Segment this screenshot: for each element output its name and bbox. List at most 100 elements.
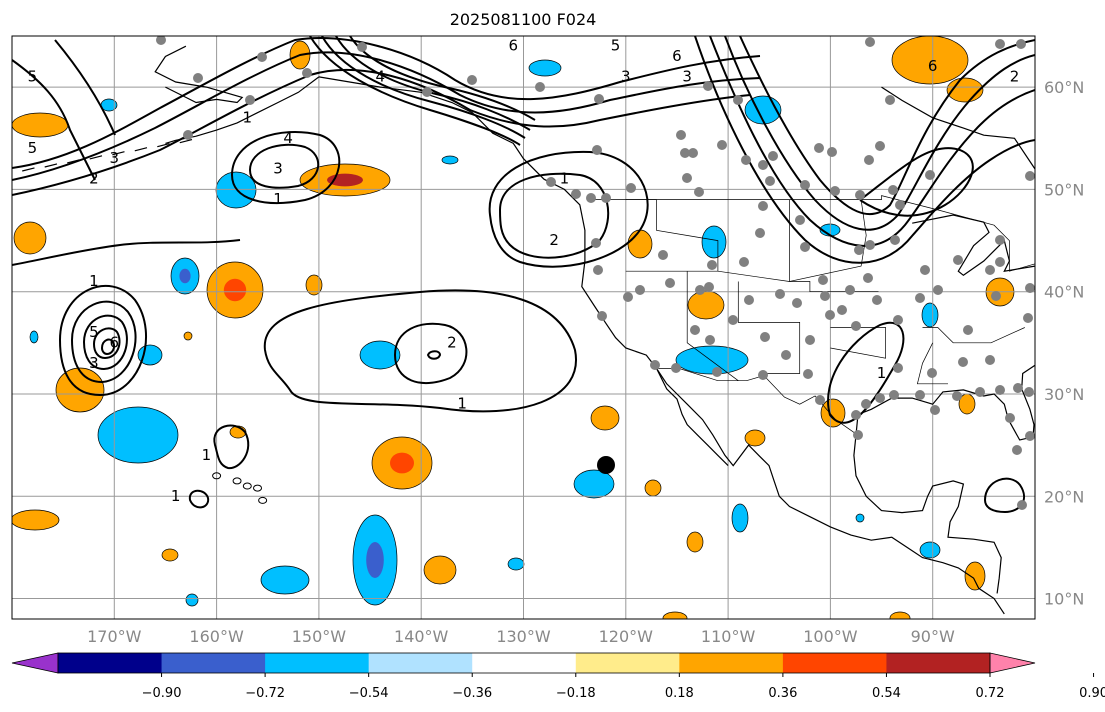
anomaly-patch <box>29 330 39 344</box>
coastline <box>853 434 1002 594</box>
station-dot <box>854 245 864 255</box>
station-dot <box>744 295 754 305</box>
station-dot <box>694 187 704 197</box>
station-dot <box>626 183 636 193</box>
contour-label: 4 <box>283 129 293 147</box>
anomaly-patch <box>687 290 725 320</box>
island-outline <box>157 143 170 148</box>
contour-label: 6 <box>110 333 120 351</box>
station-dot <box>927 368 937 378</box>
contour-line <box>230 131 341 204</box>
contour-label: 6 <box>672 47 682 65</box>
station-dot <box>733 95 743 105</box>
island-outline <box>89 155 103 160</box>
station-dot <box>1025 171 1035 181</box>
contour-label: 1 <box>89 272 99 290</box>
station-dot <box>845 285 855 295</box>
longitude-tick-labels: 170°W 160°W 150°W 140°W 130°W 120°W 110°W 100°W… <box>87 627 955 646</box>
station-dot <box>872 295 882 305</box>
station-dot <box>658 250 668 260</box>
island-outline <box>258 496 268 504</box>
anomaly-shading <box>12 36 1015 619</box>
station-dot <box>995 235 1005 245</box>
station-dot <box>712 367 722 377</box>
colorbar-tick-label: −0.36 <box>452 686 492 701</box>
station-dot <box>995 257 1005 267</box>
longitude-label: 170°W <box>87 627 142 646</box>
station-dot <box>818 275 828 285</box>
colorbar-frame <box>57 652 991 674</box>
colorbar-tick-label: −0.72 <box>245 686 285 701</box>
anomaly-patch-core <box>366 542 384 578</box>
contour-line <box>92 327 121 360</box>
station-dot <box>953 255 963 265</box>
contour-label: 5 <box>28 139 38 157</box>
anomaly-patch <box>701 225 727 259</box>
contour-label: 6 <box>928 57 938 75</box>
political-border <box>737 281 801 374</box>
station-points <box>156 36 1035 510</box>
contour-line <box>213 424 250 470</box>
contour-line <box>70 300 137 384</box>
coastline <box>318 76 1005 615</box>
anomaly-patch <box>12 112 69 138</box>
colorbar-min-arrow <box>11 652 59 674</box>
anomaly-patch <box>260 565 310 595</box>
station-dot <box>985 265 995 275</box>
station-dot <box>775 289 785 299</box>
station-dot <box>571 189 581 199</box>
anomaly-patch <box>964 561 986 591</box>
station-dot <box>893 315 903 325</box>
political-border <box>789 199 867 282</box>
station-dot <box>682 173 692 183</box>
station-dot <box>703 81 713 91</box>
station-dot <box>1024 387 1034 397</box>
station-dot <box>1023 313 1033 323</box>
station-dot <box>975 387 985 397</box>
political-border <box>922 327 1025 344</box>
station-dot <box>853 430 863 440</box>
station-dot <box>665 278 675 288</box>
island-outline <box>134 147 148 152</box>
contour-label: 3 <box>110 149 120 167</box>
contour-line <box>309 36 521 146</box>
station-dot <box>837 305 847 315</box>
station-dot <box>156 36 166 45</box>
station-dot <box>864 155 874 165</box>
contour-label: 1 <box>560 170 570 188</box>
anomaly-patch <box>528 59 562 77</box>
station-dot <box>650 360 660 370</box>
anomaly-patch <box>183 331 193 341</box>
station-dot <box>597 311 607 321</box>
contour-line <box>488 150 649 268</box>
contour-line <box>12 239 241 266</box>
contour-line <box>12 37 761 169</box>
contour-line <box>739 36 1035 216</box>
anomaly-patch <box>185 593 199 607</box>
station-dot <box>995 385 1005 395</box>
station-dot <box>863 273 873 283</box>
contour-line <box>724 36 1035 231</box>
station-dot <box>781 350 791 360</box>
colorbar-bin <box>575 653 680 673</box>
station-dot <box>635 285 645 295</box>
contour-label: 1 <box>457 395 467 413</box>
contour-label: 5 <box>28 67 38 85</box>
location-marker <box>597 456 615 474</box>
station-dot <box>758 201 768 211</box>
latitude-label: 50°N <box>1044 180 1084 199</box>
colorbar-tick-label: 0.36 <box>768 686 797 701</box>
contour-label: 3 <box>273 159 283 177</box>
station-dot <box>758 160 768 170</box>
station-dot <box>717 140 727 150</box>
station-dot <box>302 68 312 78</box>
station-dot <box>885 95 895 105</box>
contour-line <box>393 322 468 385</box>
colorbar-bin <box>679 653 784 673</box>
station-dot <box>422 87 432 97</box>
colorbar-bin <box>368 653 473 673</box>
station-dot <box>768 151 778 161</box>
station-dot <box>930 405 940 415</box>
